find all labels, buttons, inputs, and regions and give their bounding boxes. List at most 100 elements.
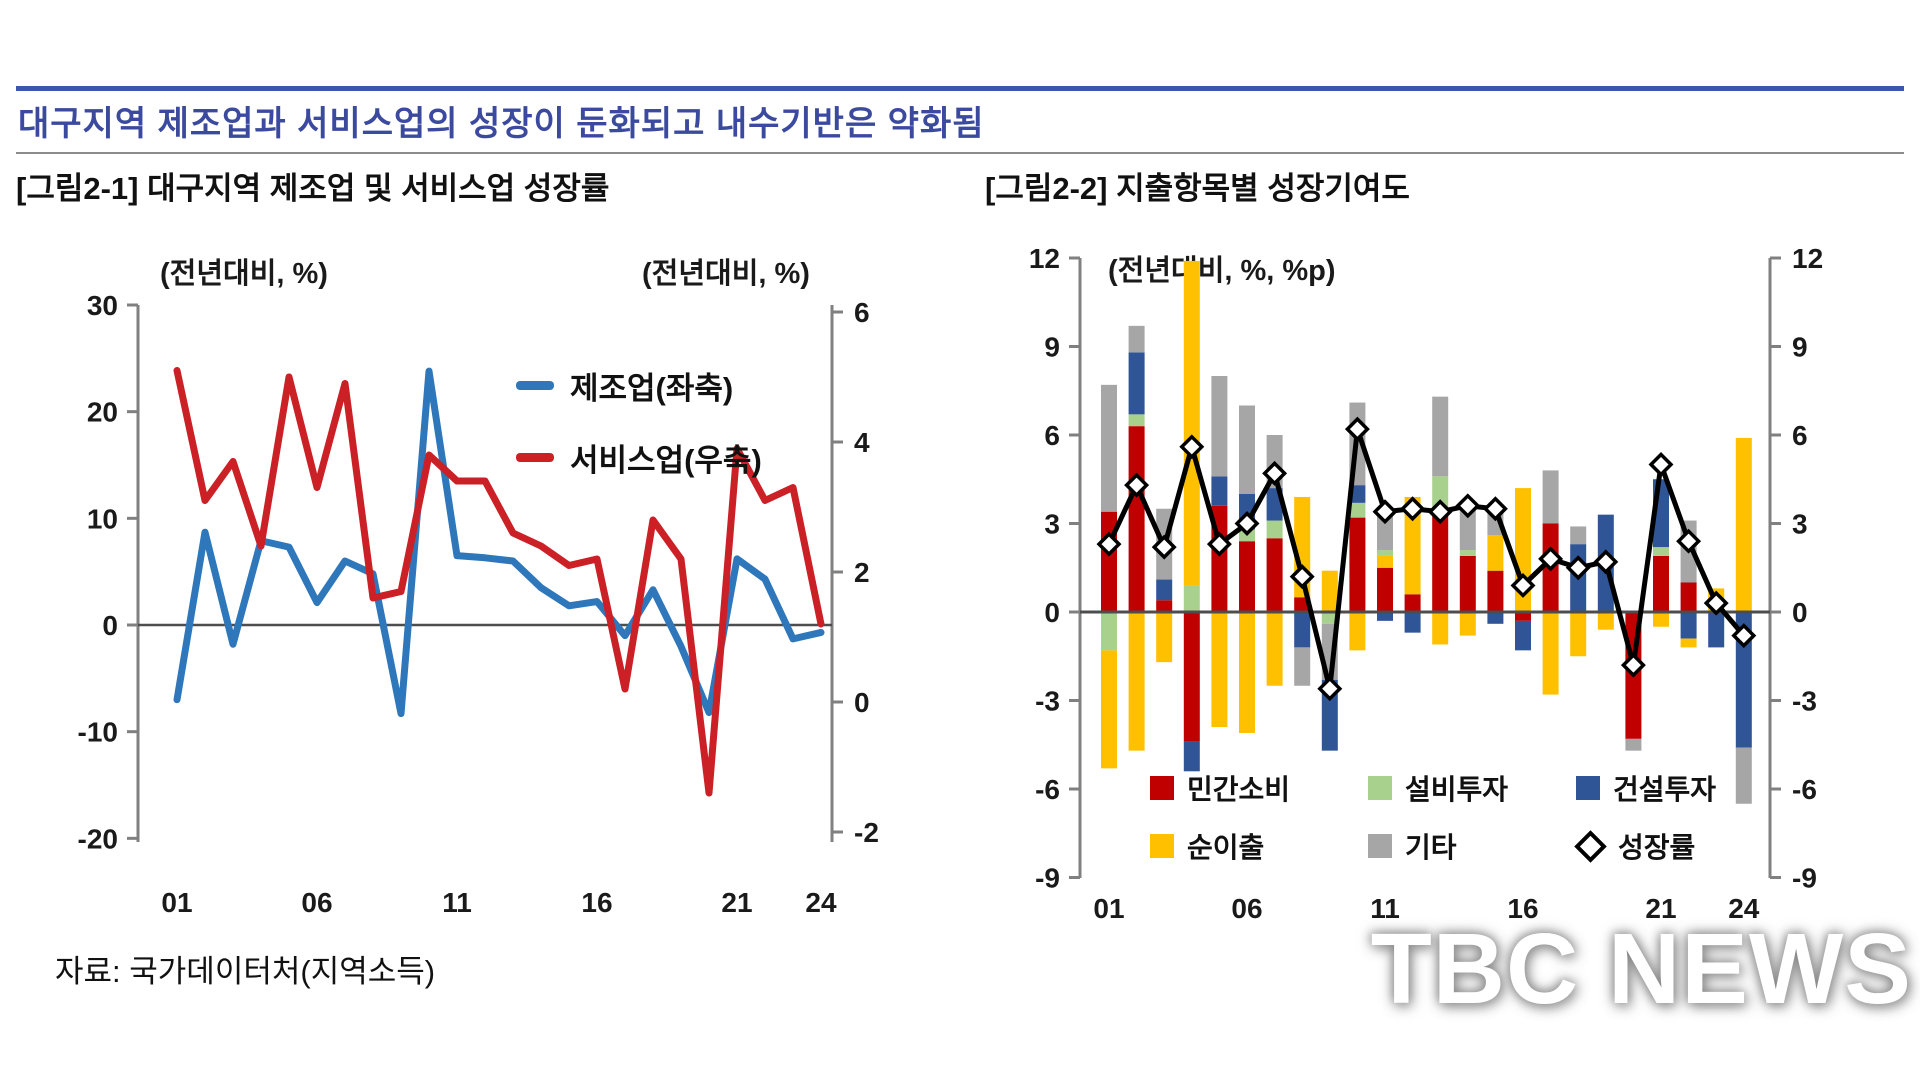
bar-segment-consumption (1128, 426, 1145, 612)
fig2-legend: 민간소비 설비투자 건설투자 순이출 기타 성장률 (1150, 768, 1816, 866)
svg-text:12: 12 (1792, 243, 1823, 274)
fig2-legend-item-consumption: 민간소비 (1150, 768, 1368, 808)
svg-text:-20: -20 (78, 823, 118, 854)
growth-marker-diamond (1593, 549, 1619, 575)
growth-marker-diamond (1206, 531, 1232, 557)
svg-text:11: 11 (1370, 893, 1400, 924)
svg-text:-9: -9 (1792, 863, 1817, 894)
bar-segment-net_exports (1211, 612, 1228, 728)
fig2-legend-label: 순이출 (1187, 832, 1265, 863)
svg-text:-3: -3 (1792, 686, 1817, 717)
bar-segment-other (1735, 747, 1752, 804)
bar-segment-net_exports (1266, 612, 1283, 686)
bar-segment-equipment (1183, 585, 1200, 612)
fig2-legend-label: 민간소비 (1187, 774, 1291, 805)
bar-segment-consumption (1156, 600, 1173, 612)
growth-marker-diamond (1427, 499, 1453, 525)
bar-segment-equipment (1377, 550, 1393, 556)
growth-marker-diamond (1510, 572, 1536, 598)
bar-segment-net_exports (1653, 612, 1669, 627)
fig2-axis-unit: (전년대비, %, %p) (1108, 255, 1336, 287)
fig1-legend-label: 서비스업(우축) (570, 442, 762, 478)
bar-segment-net_exports (1156, 612, 1173, 663)
bar-segment-other (1432, 396, 1449, 477)
bar-segment-other (1101, 384, 1117, 512)
svg-text:-6: -6 (1035, 774, 1060, 805)
growth-marker-diamond (1124, 472, 1150, 498)
net-exports-swatch (1150, 834, 1174, 858)
fig2-legend-item-equipment: 설비투자 (1368, 768, 1576, 808)
fig1-legend-label: 제조업(좌축) (570, 370, 734, 406)
bar-segment-net_exports (1680, 638, 1697, 648)
svg-text:21: 21 (1645, 893, 1676, 924)
growth-marker-diamond (1648, 452, 1674, 477)
bar-segment-construction (1183, 741, 1200, 772)
bar-segment-other (1294, 647, 1311, 686)
bar-segment-consumption (1377, 567, 1393, 612)
bar-segment-consumption (1266, 538, 1283, 612)
services-line-swatch (516, 452, 554, 462)
bar-segment-consumption (1680, 582, 1697, 612)
growth-marker-diamond (1289, 564, 1315, 590)
bar-segment-consumption (1349, 517, 1366, 612)
svg-text:12: 12 (1029, 243, 1060, 274)
svg-text:06: 06 (301, 887, 332, 918)
growth-marker-diamond (1179, 434, 1205, 460)
svg-text:21: 21 (721, 887, 752, 918)
bar-segment-consumption (1459, 555, 1476, 612)
fig2-legend-item-net-exports: 순이출 (1150, 826, 1368, 866)
svg-text:0: 0 (1792, 597, 1808, 628)
bar-segment-construction (1377, 612, 1393, 621)
bar-segment-equipment (1128, 414, 1145, 427)
svg-text:0: 0 (102, 610, 118, 641)
bar-segment-other (1239, 405, 1255, 494)
fig1-right-axis-unit: (전년대비, %) (642, 258, 810, 290)
bar-segment-other (1625, 738, 1642, 751)
growth-marker-diamond (1344, 416, 1370, 442)
other-swatch (1368, 834, 1392, 858)
svg-text:9: 9 (1792, 332, 1808, 363)
svg-text:4: 4 (854, 427, 870, 458)
bar-segment-consumption (1404, 594, 1421, 612)
page-title: 대구지역 제조업과 서비스업의 성장이 둔화되고 내수기반은 약화됨 (18, 105, 985, 143)
bar-segment-equipment (1653, 547, 1669, 556)
fig2-legend-item-other: 기타 (1368, 826, 1576, 866)
bar-segment-construction (1487, 612, 1504, 624)
fig2-legend-item-construction: 건설투자 (1576, 768, 1816, 808)
fig2-legend-label: 성장률 (1618, 832, 1696, 863)
bar-segment-equipment (1266, 520, 1283, 539)
bar-segment-construction (1404, 612, 1421, 633)
fig1-left-axis-unit: (전년대비, %) (160, 258, 328, 290)
svg-text:30: 30 (87, 290, 118, 321)
services-line (173, 367, 825, 797)
manufacturing-line-swatch (516, 380, 554, 390)
bar-segment-equipment (1432, 476, 1449, 509)
bar-segment-consumption (1487, 570, 1504, 612)
fig2-legend-label: 건설투자 (1613, 774, 1717, 805)
growth-marker-diamond (1400, 496, 1426, 522)
tbc-news-watermark: TBC NEWS (1370, 913, 1912, 1025)
growth-marker-diamond (1565, 555, 1591, 581)
growth-marker-diamond (1151, 534, 1177, 560)
svg-text:6: 6 (1044, 420, 1060, 451)
svg-text:01: 01 (161, 887, 192, 918)
svg-text:0: 0 (1044, 597, 1060, 628)
svg-text:24: 24 (805, 887, 837, 918)
svg-text:16: 16 (581, 887, 612, 918)
fig2-caption: [그림2-2] 지출항목별 성장기여도 (985, 171, 1410, 206)
bar-segment-construction (1128, 352, 1145, 415)
fig2-legend-label: 설비투자 (1405, 774, 1509, 805)
bar-segment-net_exports (1239, 612, 1255, 733)
title-underline (16, 152, 1904, 154)
fig1-legend-item-manufacturing: 제조업(좌축) (516, 362, 762, 408)
growth-marker-diamond (1538, 546, 1564, 572)
bar-segment-consumption (1183, 612, 1200, 742)
bar-segment-equipment (1459, 550, 1476, 556)
bar-segment-construction (1321, 679, 1338, 751)
svg-text:6: 6 (854, 297, 870, 328)
bar-segment-construction (1211, 476, 1228, 506)
svg-text:0: 0 (854, 687, 870, 718)
bar-segment-net_exports (1101, 650, 1117, 769)
